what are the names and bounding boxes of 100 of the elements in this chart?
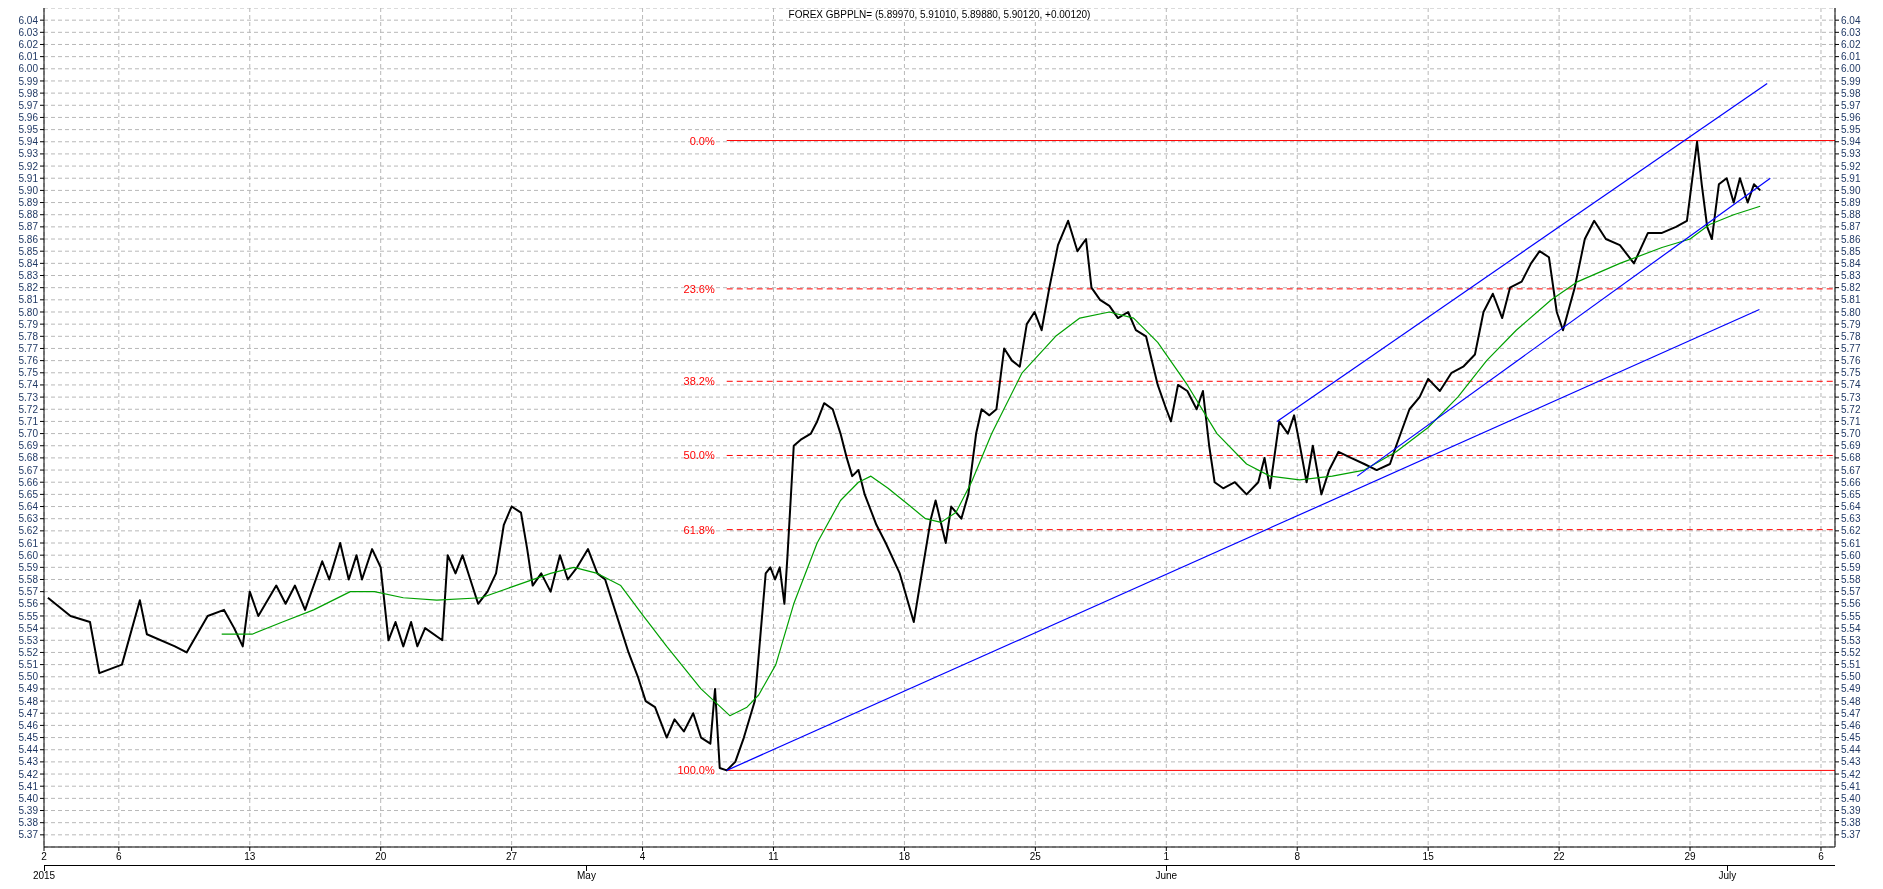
y-tick-label: 5.42 [18, 768, 39, 780]
y2-tick-label: 5.79 [1841, 318, 1861, 330]
y2-tick-label: 5.87 [1841, 221, 1861, 233]
x-tick-label: 6 [1818, 851, 1825, 863]
y-tick-label: 5.50 [18, 671, 39, 683]
y-tick-label: 5.62 [18, 525, 39, 537]
y-tick-label: 5.56 [18, 598, 39, 610]
y-tick-label: 6.00 [18, 63, 39, 75]
y2-tick-label: 5.45 [1841, 732, 1861, 744]
y2-tick-label: 5.53 [1841, 634, 1861, 646]
y2-tick-label: 5.67 [1841, 464, 1861, 476]
y2-tick-label: 5.58 [1841, 574, 1861, 586]
y-tick-label: 5.84 [18, 257, 39, 269]
y-tick-label: 6.04 [18, 14, 39, 26]
y-tick-label: 5.44 [18, 744, 39, 756]
y2-tick-label: 5.50 [1841, 671, 1861, 683]
x-tick-label: 4 [639, 851, 646, 863]
y2-tick-label: 5.48 [1841, 695, 1861, 707]
y-tick-label: 5.99 [18, 75, 39, 87]
y-tick-label: 5.98 [18, 87, 39, 99]
y2-tick-label: 5.76 [1841, 355, 1861, 367]
annotation: 100.0% [677, 764, 715, 777]
line-series [221, 205, 1761, 717]
y2-tick-label: 5.99 [1841, 75, 1861, 87]
y2-tick-label: 5.73 [1841, 391, 1861, 403]
y2-tick-label: 5.70 [1841, 428, 1861, 440]
x2-tick-label: May [576, 870, 596, 881]
x-tick-label: 29 [1684, 851, 1697, 863]
y-tick-label: 5.96 [18, 111, 39, 123]
y-tick-label: 6.03 [18, 26, 39, 38]
y2-tick-label: 5.63 [1841, 513, 1861, 525]
y2-tick-label: 5.83 [1841, 270, 1861, 282]
y2-tick-label: 5.97 [1841, 99, 1861, 111]
y-tick-label: 5.64 [18, 501, 39, 513]
y2-tick-label: 5.94 [1841, 136, 1861, 148]
y-tick-label: 5.72 [18, 403, 39, 415]
y-tick-label: 5.54 [18, 622, 39, 634]
x-tick-label: 1 [1163, 851, 1170, 863]
y-tick-label: 5.90 [18, 184, 39, 196]
y2-tick-label: 5.98 [1841, 87, 1861, 99]
x2-tick-label: 2015 [32, 870, 56, 881]
y2-tick-label: 5.49 [1841, 683, 1861, 695]
y2-tick-label: 5.81 [1841, 294, 1861, 306]
y2-tick-label: 5.57 [1841, 586, 1861, 598]
y-tick-label: 5.92 [18, 160, 39, 172]
y2-tick-label: 6.04 [1841, 14, 1861, 26]
annotation: 50.0% [683, 449, 715, 462]
y-tick-label: 5.73 [18, 391, 39, 403]
y2-tick-label: 5.84 [1841, 257, 1861, 269]
y-tick-label: 5.60 [18, 549, 39, 561]
y-tick-label: 5.85 [18, 245, 39, 257]
y2-tick-label: 5.60 [1841, 549, 1861, 561]
y-tick-label: 6.01 [18, 51, 39, 63]
y2-tick-label: 5.75 [1841, 367, 1861, 379]
x-tick-label: 13 [244, 851, 256, 863]
y-tick-label: 5.66 [18, 476, 39, 488]
y-tick-label: 5.57 [18, 586, 39, 598]
y-tick-label: 6.02 [18, 39, 39, 51]
y-tick-label: 5.63 [18, 513, 39, 525]
x-tick-label: 27 [506, 851, 518, 863]
y-tick-label: 5.86 [18, 233, 39, 245]
x-tick-label: 6 [116, 851, 123, 863]
y2-tick-label: 5.59 [1841, 561, 1861, 573]
y-tick-label: 5.95 [18, 124, 39, 136]
y2-tick-label: 5.68 [1841, 452, 1861, 464]
y2-tick-label: 5.90 [1841, 184, 1861, 196]
y-tick-label: 5.37 [18, 829, 39, 841]
y-tick-label: 5.52 [18, 647, 39, 658]
y-tick-label: 5.59 [18, 561, 39, 573]
y2-tick-label: 5.65 [1841, 488, 1861, 500]
y-tick-label: 5.71 [18, 415, 39, 427]
y2-tick-label: 5.92 [1841, 160, 1861, 172]
y2-tick-label: 5.41 [1841, 780, 1861, 792]
y-tick-label: 5.47 [18, 707, 39, 719]
y2-tick-label: 6.00 [1841, 63, 1861, 75]
y-tick-label: 5.49 [18, 683, 39, 695]
y2-tick-label: 5.44 [1841, 744, 1861, 756]
y-tick-label: 5.43 [18, 756, 39, 768]
y2-tick-label: 5.95 [1841, 124, 1861, 136]
y2-tick-label: 5.64 [1841, 501, 1861, 513]
y-tick-label: 5.75 [18, 367, 39, 379]
y-tick-label: 5.46 [18, 719, 39, 731]
y2-tick-label: 5.62 [1841, 525, 1861, 537]
y2-tick-label: 5.89 [1841, 197, 1861, 209]
y-tick-label: 5.45 [18, 732, 39, 744]
y-tick-label: 5.48 [18, 695, 39, 707]
y2-tick-label: 5.47 [1841, 707, 1861, 719]
y-tick-label: 5.41 [18, 780, 39, 792]
y-tick-label: 5.65 [18, 488, 39, 500]
y2-tick-label: 5.39 [1841, 805, 1861, 817]
y2-tick-label: 5.66 [1841, 476, 1861, 488]
y2-tick-label: 6.03 [1841, 26, 1861, 38]
y2-tick-label: 5.54 [1841, 622, 1861, 634]
y-tick-label: 5.91 [18, 172, 39, 184]
y-tick-label: 5.87 [18, 221, 39, 233]
y2-tick-label: 5.52 [1841, 647, 1861, 658]
y-tick-label: 5.97 [18, 99, 39, 111]
y-tick-label: 5.58 [18, 574, 39, 586]
y-tick-label: 5.40 [18, 792, 39, 804]
y2-tick-label: 5.72 [1841, 403, 1861, 415]
